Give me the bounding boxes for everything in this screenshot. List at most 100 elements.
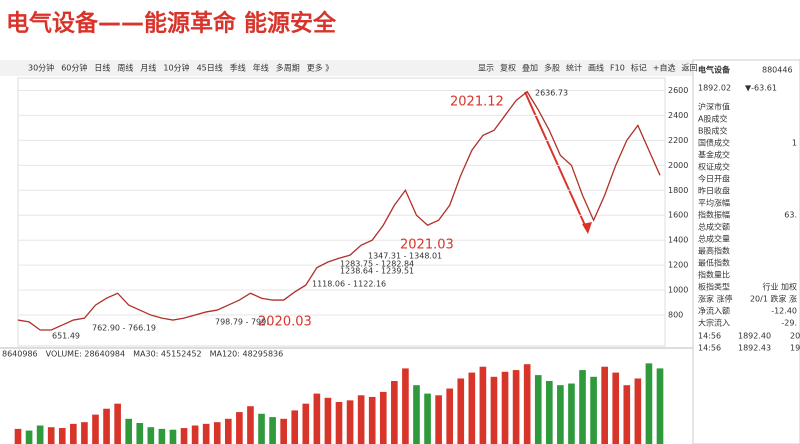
volume-bar (346, 400, 354, 444)
annotation: 1118.06 - 1122.16 (312, 280, 386, 289)
panel-value: -12.40 (771, 307, 797, 316)
volume-bar (169, 429, 177, 444)
volume-bar (446, 388, 454, 444)
panel-label: 最低指数 (698, 258, 730, 268)
toolbar-item[interactable]: 多股 (544, 63, 560, 73)
toolbar-item[interactable]: 返回 (681, 64, 697, 73)
toolbar-item[interactable]: 叠加 (522, 63, 538, 73)
panel-value: 1 (792, 139, 797, 148)
panel-change: ▼-63.61 (745, 84, 777, 93)
panel-label: 国债成交 (698, 138, 730, 148)
volume-bar (324, 397, 332, 444)
y-tick-label: 2400 (668, 111, 688, 120)
toolbar-item[interactable]: 多周期 (276, 63, 300, 73)
toolbar-item[interactable]: 30分钟 (28, 63, 54, 73)
volume-bar (258, 413, 265, 444)
volume-bar (534, 375, 542, 444)
toolbar-item[interactable]: 季线 (230, 63, 246, 73)
volume-bar (601, 366, 608, 444)
tick-cell: 1892.40 (738, 332, 771, 341)
volume-bar (125, 418, 133, 444)
panel-label: 今日开盘 (698, 174, 730, 184)
y-tick-label: 2600 (668, 86, 688, 95)
toolbar-item[interactable]: 统计 (566, 63, 582, 73)
panel-label: 涨家 涨停 (698, 294, 733, 304)
annotation: 2021.03 (400, 238, 454, 253)
toolbar-item[interactable]: 画线 (588, 63, 604, 73)
volume-bar (479, 366, 487, 444)
annotation: 1238.64 - 1239.51 (340, 267, 414, 276)
panel-code: 880446 (762, 66, 793, 75)
toolbar-item[interactable]: 日线 (94, 63, 110, 73)
panel-label: 大宗流入 (698, 318, 730, 328)
toolbar-item[interactable]: 显示 (478, 64, 494, 73)
y-tick-label: 2000 (668, 161, 688, 170)
panel-label: 基金成交 (698, 150, 730, 160)
volume-header: MA120: 48295836 (210, 350, 284, 359)
volume-bar (413, 385, 420, 444)
toolbar-item[interactable]: +自选 (653, 63, 676, 73)
volume-bar (435, 395, 442, 444)
slide-title: 电气设备——能源革命 能源安全 (6, 10, 337, 37)
volume-bar (579, 370, 586, 444)
volume-bar (291, 410, 299, 444)
toolbar-item[interactable]: 月线 (140, 63, 156, 73)
panel-label: 板指类型 (698, 282, 730, 292)
volume-bar (103, 408, 110, 444)
panel-label: 指数量比 (698, 270, 730, 280)
toolbar-item[interactable]: 年线 (253, 63, 269, 73)
volume-bar (379, 391, 387, 444)
panel-label: A股成交 (698, 114, 727, 124)
volume-bar (191, 425, 199, 444)
panel-label: 权证成交 (698, 162, 730, 172)
panel-label: 总成交量 (698, 234, 730, 244)
volume-bar (357, 395, 365, 444)
side-panel (692, 59, 800, 444)
volume-bar (368, 396, 376, 444)
toolbar-item[interactable]: 60分钟 (61, 63, 87, 73)
panel-label: 平均涨幅 (698, 198, 730, 208)
toolbar-item[interactable]: F10 (610, 64, 625, 73)
volume-bar (70, 423, 77, 444)
volume-bar (47, 427, 55, 444)
toolbar-item[interactable]: 10分钟 (163, 63, 189, 73)
price-line (17, 90, 661, 331)
volume-bar (590, 376, 597, 444)
toolbar-bg (0, 60, 800, 76)
panel-label: 指数振幅 (698, 210, 730, 220)
tick-cell: 1892.43 (738, 344, 771, 353)
volume-bar (391, 381, 398, 444)
y-tick-label: 1400 (668, 236, 688, 245)
panel-value: 20/1 跌家 涨 (750, 294, 797, 304)
toolbar-item[interactable]: 45日线 (197, 63, 223, 73)
annotation: 2021.12 (450, 95, 504, 110)
volume-bar (247, 406, 254, 444)
toolbar-item[interactable]: 更多 》 (307, 63, 334, 73)
volume-header: 8640986 (2, 350, 38, 359)
volume-bar (634, 378, 642, 444)
volume-bar (81, 422, 88, 444)
volume-bar (180, 428, 188, 444)
volume-bar (224, 418, 232, 444)
toolbar-item[interactable]: 复权 (500, 63, 516, 73)
volume-bar (269, 417, 276, 444)
volume-bar (236, 412, 243, 444)
tick-cell: 14:56 (698, 344, 721, 353)
volume-bar (202, 423, 210, 444)
panel-price: 1892.02 (698, 84, 731, 93)
annotation: 798.79 - 799. (215, 318, 269, 327)
toolbar-item[interactable]: 周线 (117, 63, 133, 73)
tick-cell: 19 (790, 344, 800, 353)
volume-bar (568, 383, 575, 444)
annotation: 2636.73 (535, 89, 568, 98)
panel-label: 昨日收盘 (698, 186, 730, 196)
panel-label: 最高指数 (698, 246, 730, 256)
panel-label: B股成交 (698, 126, 728, 136)
volume-bar (523, 364, 531, 444)
toolbar-item[interactable]: 标记 (631, 63, 647, 73)
y-tick-label: 800 (668, 311, 683, 320)
panel-label: 净流入额 (698, 306, 730, 316)
volume-bar (501, 371, 509, 444)
panel-label: 沪深市值 (698, 102, 730, 112)
annotation: 1283.75 - 1282.84 (340, 260, 414, 269)
